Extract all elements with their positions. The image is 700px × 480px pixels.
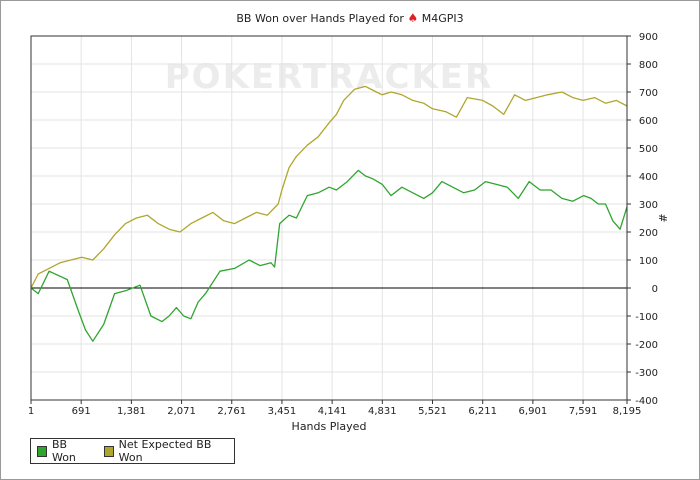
x-tick-label: 2,071	[167, 406, 196, 417]
y-tick-label: 500	[639, 144, 658, 155]
y-tick-label: 200	[639, 228, 658, 239]
y-tick-label: 600	[639, 116, 658, 127]
series-line-bb-won	[30, 169, 628, 342]
x-tick-label: 4,831	[368, 406, 397, 417]
player-name: M4GPI3	[421, 12, 464, 25]
x-tick-label: 2,761	[217, 406, 246, 417]
legend-label-bb-won: BB Won	[51, 438, 76, 464]
legend: BB Won Net Expected BB Won	[30, 438, 235, 464]
x-tick-label: 6,901	[519, 406, 548, 417]
x-tick-label: 8,195	[613, 406, 642, 417]
legend-swatch-net-expected-bb-won	[103, 445, 114, 457]
x-axis-title: Hands Played	[292, 420, 367, 433]
y-tick-label: -400	[635, 396, 658, 407]
y-tick-label: 300	[639, 200, 658, 211]
chart-title: BB Won over Hands Played for ♠ M4GPI3	[0, 11, 700, 25]
legend-label-net-expected-bb-won: Net Expected BB Won	[118, 438, 212, 464]
x-tick-label: 1,381	[117, 406, 146, 417]
legend-swatch-bb-won	[37, 445, 47, 457]
y-tick-label: -300	[635, 368, 658, 379]
x-tick-label: 691	[72, 406, 91, 417]
x-tick-label: 6,211	[468, 406, 497, 417]
x-tick-label: 7,591	[569, 406, 598, 417]
x-tick-label: 3,451	[268, 406, 297, 417]
y-tick-label: -200	[635, 340, 658, 351]
y-tick-label: 0	[652, 284, 658, 295]
plot-area	[31, 36, 627, 400]
y-tick-label: 100	[639, 256, 658, 267]
y-tick-label: 700	[639, 88, 658, 99]
y-tick-label: -100	[635, 312, 658, 323]
watermark: POKERTRACKER	[165, 57, 493, 97]
y-axis-title: #	[656, 213, 669, 222]
y-tick-label: 800	[639, 60, 658, 71]
spade-icon: ♠	[407, 11, 419, 25]
x-tick-label: 5,521	[418, 406, 447, 417]
x-tick-label: 1	[28, 406, 34, 417]
y-tick-label: 900	[639, 32, 658, 43]
legend-item-bb-won: BB Won	[37, 438, 90, 464]
y-tick-label: 400	[639, 172, 658, 183]
series-line-net-expected-bb-won	[30, 85, 628, 289]
legend-item-net-expected-bb-won: Net Expected BB Won	[103, 438, 226, 464]
chart-title-text: BB Won over Hands Played for	[236, 12, 404, 25]
x-tick-label: 4,141	[318, 406, 347, 417]
plot-border	[30, 35, 628, 401]
